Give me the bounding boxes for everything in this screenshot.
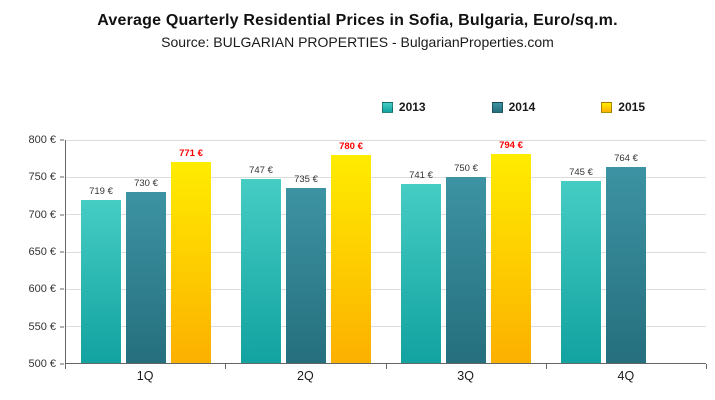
bar-2013-4Q — [561, 180, 601, 363]
bar-value-label-2013-1Q: 719 € — [89, 186, 113, 198]
bar-slot-2013-3Q: 741 € — [401, 140, 441, 363]
bar-value-label-2014-4Q: 764 € — [614, 152, 638, 164]
legend-label-2015: 2015 — [618, 100, 645, 114]
bar-slot-2014-1Q: 730 € — [126, 140, 166, 363]
bar-value-label-2014-2Q: 735 € — [294, 174, 318, 186]
y-axis-tick-mark — [60, 251, 64, 253]
bar-slot-2014-3Q: 750 € — [446, 140, 486, 363]
y-axis-tick-label: 500 € — [28, 358, 56, 370]
bar-group-1Q: 719 € 730 € 771 € — [66, 140, 226, 363]
bar-value-label-2015-3Q: 794 € — [499, 140, 523, 151]
bar-slot-2014-2Q: 735 € — [286, 140, 326, 363]
bar-2014-3Q — [446, 177, 486, 363]
bar-value-label-2013-4Q: 745 € — [569, 166, 593, 178]
legend-swatch-2014 — [491, 101, 503, 113]
gridline — [66, 325, 706, 327]
bar-value-label-2014-1Q: 730 € — [134, 178, 158, 190]
y-axis: 500 € 550 € 600 € 650 € 700 € 750 € 800 € — [0, 134, 65, 370]
bar-2013-3Q — [401, 183, 441, 363]
bar-group-4Q: 745 € 764 € — [546, 140, 706, 363]
legend-item-2015: 2015 — [601, 100, 645, 114]
bar-value-label-2013-3Q: 741 € — [409, 169, 433, 181]
y-axis-tick-label: 550 € — [28, 320, 56, 333]
bar-2013-2Q — [241, 179, 281, 363]
bar-2014-1Q — [126, 192, 166, 363]
x-axis-label-1Q: 1Q — [136, 369, 154, 383]
x-axis: 1Q 2Q 3Q 4Q — [65, 364, 707, 388]
y-axis-tick-mark — [60, 288, 64, 290]
bar-slot-2013-2Q: 747 € — [241, 140, 281, 363]
bar-value-label-2015-2Q: 780 € — [339, 140, 363, 152]
y-axis-tick-mark — [60, 176, 64, 178]
bar-2015-2Q — [331, 154, 371, 363]
x-axis-label-3Q: 3Q — [457, 369, 474, 383]
bar-slot-2015-3Q: 794 € — [491, 140, 531, 363]
bar-2014-2Q — [286, 188, 326, 363]
bar-value-label-2013-2Q: 747 € — [249, 165, 273, 177]
bar-slot-2015-4Q — [651, 140, 691, 363]
bar-2014-4Q — [606, 166, 646, 363]
bar-group-2Q: 747 € 735 € 780 € — [226, 140, 386, 363]
bar-value-label-2015-1Q: 771 € — [179, 147, 203, 159]
bar-value-label-2014-3Q: 750 € — [454, 163, 478, 175]
y-axis-tick-label: 650 € — [28, 246, 56, 258]
chart-legend: 2013 2014 2015 — [0, 100, 645, 114]
chart-subtitle: Source: BULGARIAN PROPERTIES - Bulgarian… — [161, 34, 554, 50]
legend-label-2013: 2013 — [398, 100, 426, 114]
x-axis-tick-mark — [385, 364, 387, 369]
gridline — [66, 214, 706, 216]
gridline — [66, 177, 706, 179]
gridline — [66, 288, 706, 290]
x-axis-tick-mark — [225, 364, 227, 369]
bar-slot-2013-1Q: 719 € — [81, 140, 121, 363]
y-axis-tick-mark — [60, 326, 64, 328]
bar-slot-2015-2Q: 780 € — [331, 140, 371, 363]
bar-2015-3Q — [491, 154, 531, 363]
bar-slot-2014-4Q: 764 € — [606, 140, 646, 363]
bar-slot-2015-1Q: 771 € — [171, 140, 211, 363]
bar-group-3Q: 741 € 750 € 794 € — [386, 140, 546, 363]
chart-title: Average Quarterly Residential Prices in … — [97, 12, 618, 29]
legend-item-2014: 2014 — [491, 100, 536, 114]
bar-2013-1Q — [81, 200, 121, 363]
gridline — [66, 251, 706, 253]
y-axis-tick-label: 800 € — [28, 134, 56, 146]
x-axis-tick-mark — [706, 364, 707, 369]
legend-label-2014: 2014 — [508, 100, 536, 114]
legend-swatch-2015 — [601, 101, 613, 113]
x-axis-tick-mark — [65, 364, 66, 369]
y-axis-tick-label: 750 € — [28, 171, 56, 184]
legend-swatch-2013 — [381, 101, 393, 113]
bar-2015-1Q — [171, 161, 211, 363]
y-axis-tick-label: 700 € — [28, 208, 56, 221]
y-axis-tick-label: 600 € — [28, 283, 56, 296]
y-axis-tick-mark — [60, 139, 64, 141]
y-axis-tick-mark — [60, 214, 64, 216]
bar-slot-2013-4Q: 745 € — [561, 140, 601, 363]
plot-area: 719 € 730 € 771 € 747 € 735 € 780 € 741 € 750 €… — [65, 140, 706, 364]
x-axis-label-2Q: 2Q — [297, 369, 314, 383]
x-axis-tick-mark — [545, 364, 547, 369]
x-axis-label-4Q: 4Q — [617, 369, 635, 383]
gridline — [66, 140, 706, 141]
legend-item-2013: 2013 — [381, 100, 426, 114]
y-axis-tick-mark — [60, 363, 64, 365]
